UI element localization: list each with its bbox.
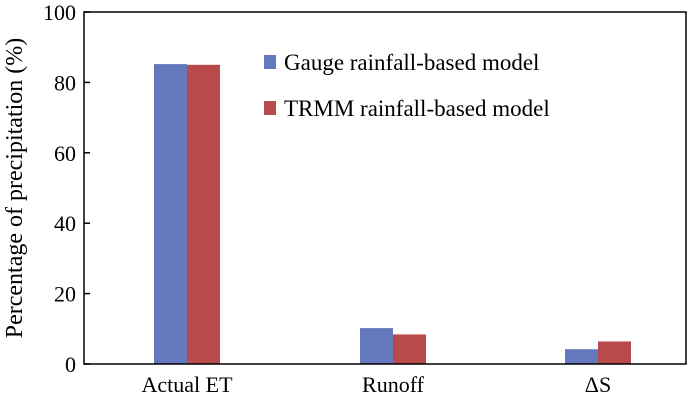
legend-swatch-0 [264, 55, 276, 69]
y-tick-label: 80 [54, 70, 76, 95]
bar-0-1 [360, 328, 393, 364]
bar-1-0 [187, 64, 220, 365]
bar-1-1 [393, 334, 426, 364]
y-ticks-group: 0 20 40 60 80 100 [43, 0, 90, 377]
bars-group [154, 64, 631, 365]
legend-label-1: TRMM rainfall-based model [284, 96, 550, 121]
y-tick-label: 20 [54, 282, 76, 307]
plot-frame [83, 11, 687, 365]
axes-group [83, 11, 687, 365]
bar-0-2 [565, 349, 598, 364]
x-tick-label: Actual ET [141, 372, 233, 397]
y-axis-label: Percentage of precipitation (%) [2, 38, 28, 339]
bar-0-0 [154, 64, 187, 364]
y-tick-label: 40 [54, 211, 76, 236]
legend-swatch-1 [264, 101, 276, 115]
x-tick-label: Runoff [362, 372, 425, 397]
bar-1-2 [598, 341, 631, 364]
legend-label-0: Gauge rainfall-based model [284, 50, 539, 75]
y-tick-label: 60 [54, 141, 76, 166]
y-tick-label: 0 [65, 352, 76, 377]
x-ticks-group: Actual ET Runoff ΔS [141, 372, 611, 397]
y-tick-label: 100 [43, 0, 76, 25]
legend: Gauge rainfall-based model TRMM rainfall-… [264, 50, 550, 121]
x-tick-label: ΔS [585, 372, 611, 397]
